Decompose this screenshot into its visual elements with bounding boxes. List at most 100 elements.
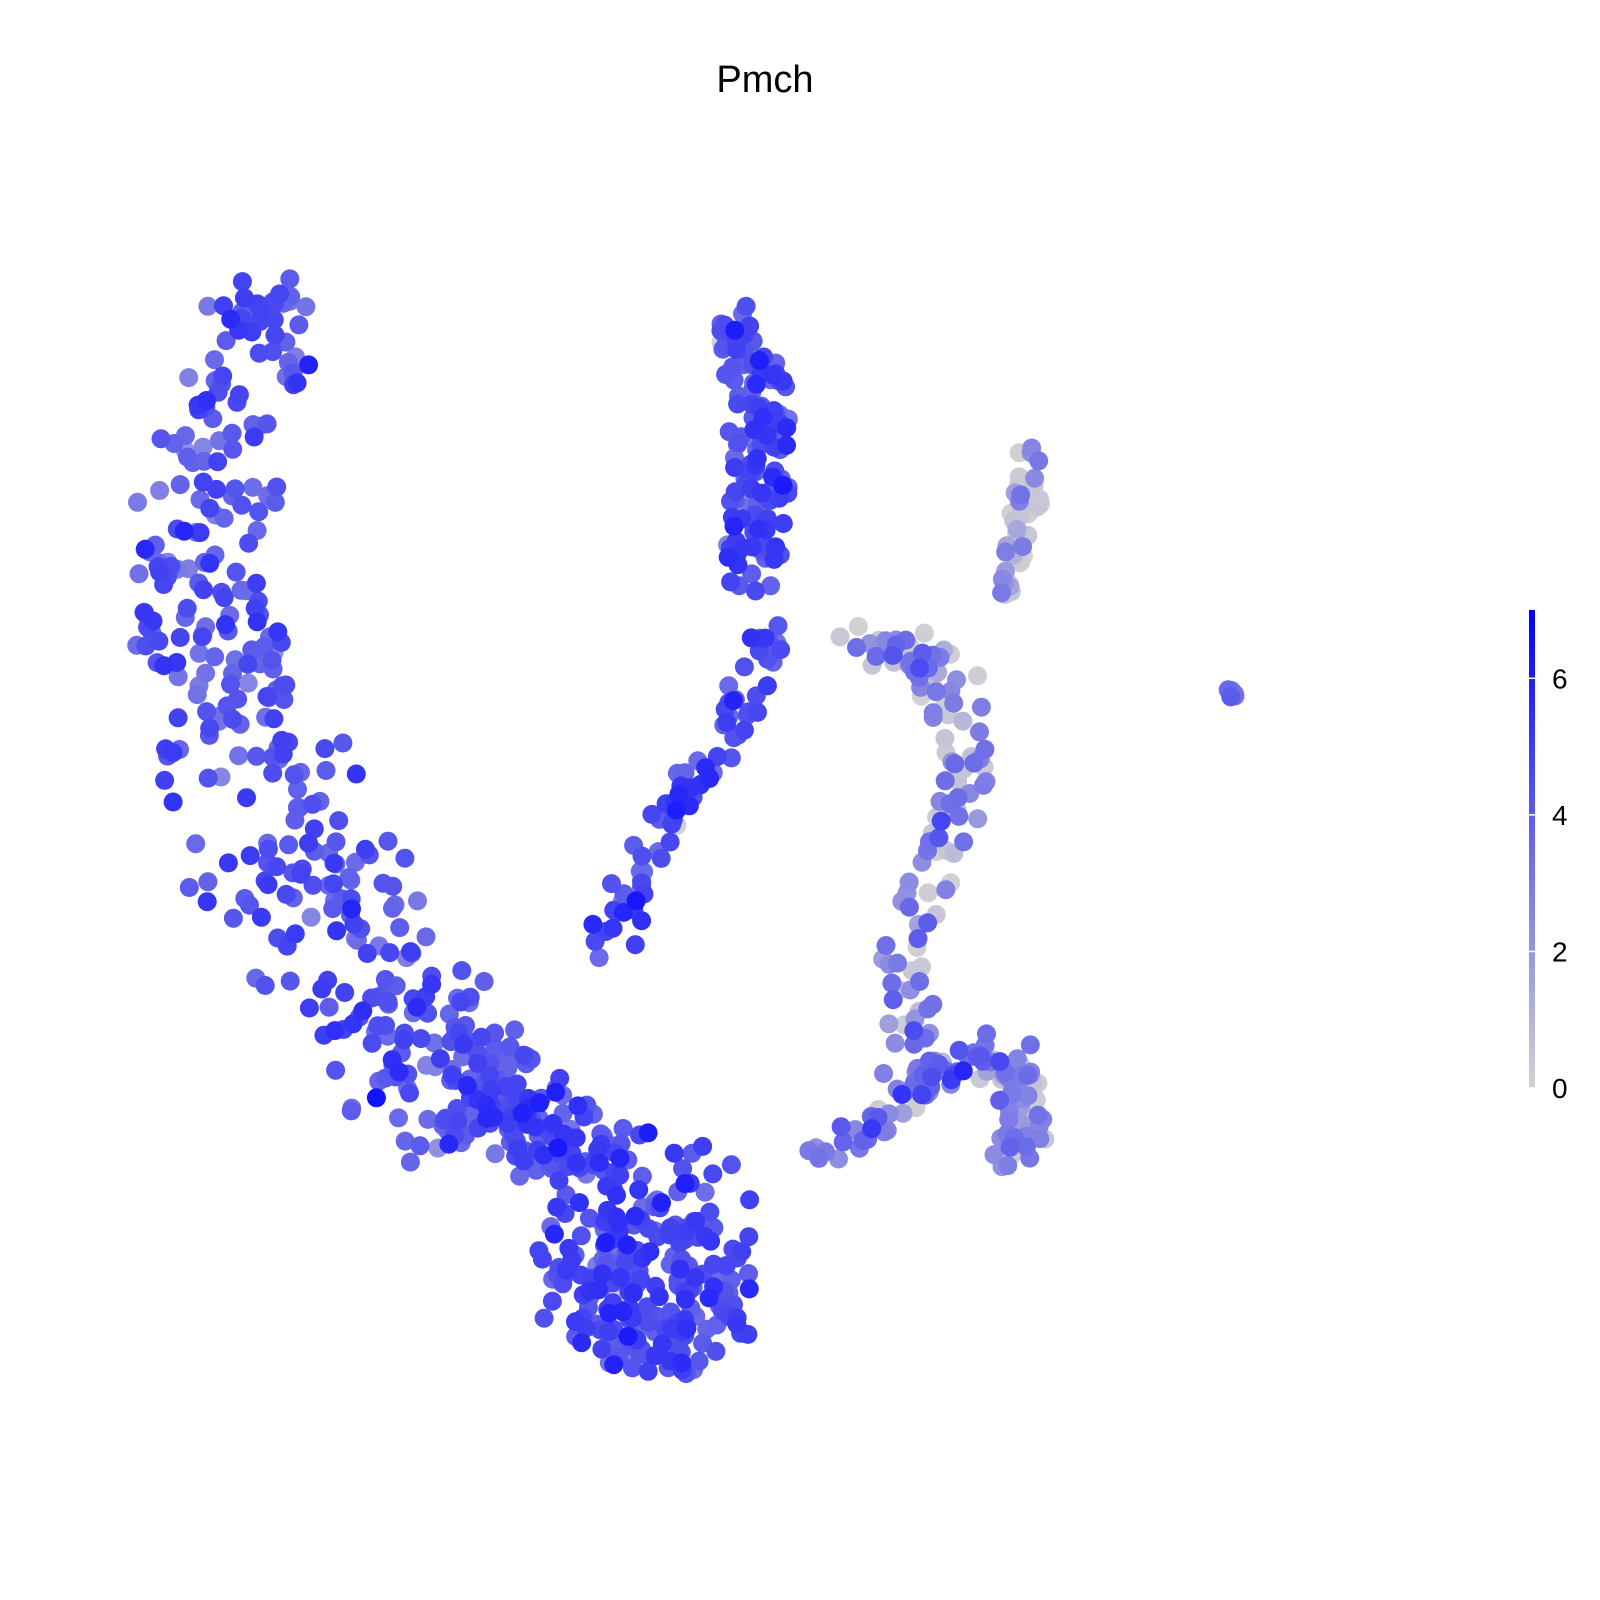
cell-point bbox=[279, 835, 299, 855]
cell-point bbox=[727, 340, 747, 360]
cell-point bbox=[638, 1361, 658, 1381]
cell-point bbox=[566, 1153, 586, 1173]
cell-point bbox=[660, 832, 680, 852]
cell-point bbox=[748, 519, 768, 539]
cell-point bbox=[773, 514, 793, 533]
cell-point bbox=[400, 1083, 419, 1103]
cell-point bbox=[677, 1318, 697, 1338]
cell-point bbox=[225, 479, 245, 499]
cell-point bbox=[198, 768, 218, 788]
cell-point bbox=[632, 846, 652, 866]
cell-point bbox=[258, 875, 278, 895]
cell-point bbox=[206, 479, 226, 499]
cell-point bbox=[410, 1136, 430, 1156]
cell-point bbox=[748, 702, 767, 722]
cell-point bbox=[904, 1021, 924, 1041]
cell-point bbox=[736, 296, 756, 316]
cell-point bbox=[532, 1249, 552, 1269]
cell-point bbox=[474, 972, 494, 991]
cell-point bbox=[693, 1136, 713, 1156]
cell-point bbox=[395, 848, 415, 868]
cell-point bbox=[876, 936, 896, 955]
cell-point bbox=[189, 643, 209, 663]
colorbar-tick-label: 0 bbox=[1552, 1073, 1568, 1104]
cell-point bbox=[904, 1034, 924, 1054]
cell-point bbox=[652, 1193, 671, 1213]
cell-point bbox=[193, 437, 213, 457]
cell-point bbox=[155, 770, 175, 790]
cell-point bbox=[569, 1193, 589, 1213]
cell-point bbox=[593, 1264, 613, 1284]
cell-point bbox=[613, 902, 633, 922]
cell-point bbox=[150, 481, 170, 500]
cell-point bbox=[249, 343, 269, 363]
cell-point bbox=[809, 1148, 829, 1168]
cell-point bbox=[971, 697, 991, 717]
cell-point bbox=[276, 884, 296, 904]
cell-point bbox=[777, 435, 796, 455]
cell-point bbox=[390, 918, 410, 938]
cell-point bbox=[588, 1280, 608, 1300]
cell-point bbox=[971, 1046, 990, 1066]
cell-point bbox=[666, 800, 686, 820]
cell-point bbox=[885, 1033, 905, 1053]
cell-point bbox=[239, 533, 259, 553]
cell-point bbox=[944, 693, 964, 713]
cell-point bbox=[768, 616, 788, 636]
cell-point bbox=[936, 880, 956, 900]
cell-point bbox=[632, 911, 652, 931]
cell-point bbox=[129, 564, 149, 584]
cell-point bbox=[454, 1034, 473, 1054]
cell-point bbox=[761, 576, 781, 596]
cell-point bbox=[771, 640, 791, 660]
cell-point bbox=[1028, 497, 1048, 517]
cell-point bbox=[226, 562, 246, 582]
cell-point bbox=[135, 539, 155, 559]
cell-point bbox=[200, 553, 220, 573]
cell-point bbox=[187, 685, 207, 705]
cell-point bbox=[695, 1182, 715, 1202]
cell-point bbox=[299, 833, 318, 853]
cell-point bbox=[476, 1095, 496, 1115]
cell-point bbox=[341, 1101, 361, 1121]
cell-point bbox=[179, 878, 199, 897]
cell-point bbox=[546, 1082, 566, 1102]
cell-point bbox=[664, 1143, 684, 1163]
cell-point bbox=[223, 709, 243, 729]
cell-point bbox=[196, 663, 216, 683]
cell-point bbox=[452, 961, 472, 981]
cell-point bbox=[243, 477, 263, 497]
cell-point bbox=[615, 1252, 635, 1272]
cell-point bbox=[847, 638, 866, 657]
cell-point bbox=[747, 449, 767, 469]
points-layer bbox=[127, 269, 1245, 1384]
cell-point bbox=[408, 891, 427, 911]
cell-point bbox=[1028, 1105, 1048, 1125]
cell-point bbox=[170, 475, 190, 495]
cell-point bbox=[247, 746, 266, 766]
cell-point bbox=[149, 631, 169, 651]
cell-point bbox=[672, 1353, 692, 1373]
cell-point bbox=[288, 779, 307, 799]
cell-point bbox=[689, 1351, 709, 1371]
cell-point bbox=[750, 351, 769, 370]
cell-point bbox=[543, 1114, 563, 1134]
cell-point bbox=[639, 1313, 659, 1333]
cell-point bbox=[725, 458, 745, 477]
cell-point bbox=[629, 1180, 649, 1200]
cell-point bbox=[357, 944, 377, 963]
cell-point bbox=[953, 1061, 973, 1081]
cell-point bbox=[342, 899, 361, 919]
cell-point bbox=[375, 970, 395, 989]
cell-point bbox=[407, 997, 427, 1017]
cell-point bbox=[596, 1233, 615, 1253]
cell-point bbox=[299, 355, 319, 375]
cell-point bbox=[998, 1156, 1018, 1176]
cell-point bbox=[579, 1208, 599, 1228]
cell-point bbox=[135, 603, 154, 623]
cell-point bbox=[566, 1312, 585, 1332]
cell-point bbox=[380, 943, 400, 963]
cell-point bbox=[1007, 1049, 1027, 1069]
cell-point bbox=[685, 1268, 705, 1288]
